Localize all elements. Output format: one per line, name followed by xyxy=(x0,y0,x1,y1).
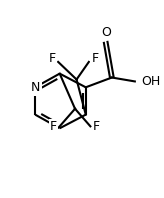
Text: O: O xyxy=(101,26,111,39)
Text: F: F xyxy=(48,51,56,65)
Text: N: N xyxy=(31,81,40,94)
Text: OH: OH xyxy=(141,75,160,88)
Text: F: F xyxy=(91,51,99,65)
Text: F: F xyxy=(93,120,100,133)
Text: F: F xyxy=(50,120,57,133)
